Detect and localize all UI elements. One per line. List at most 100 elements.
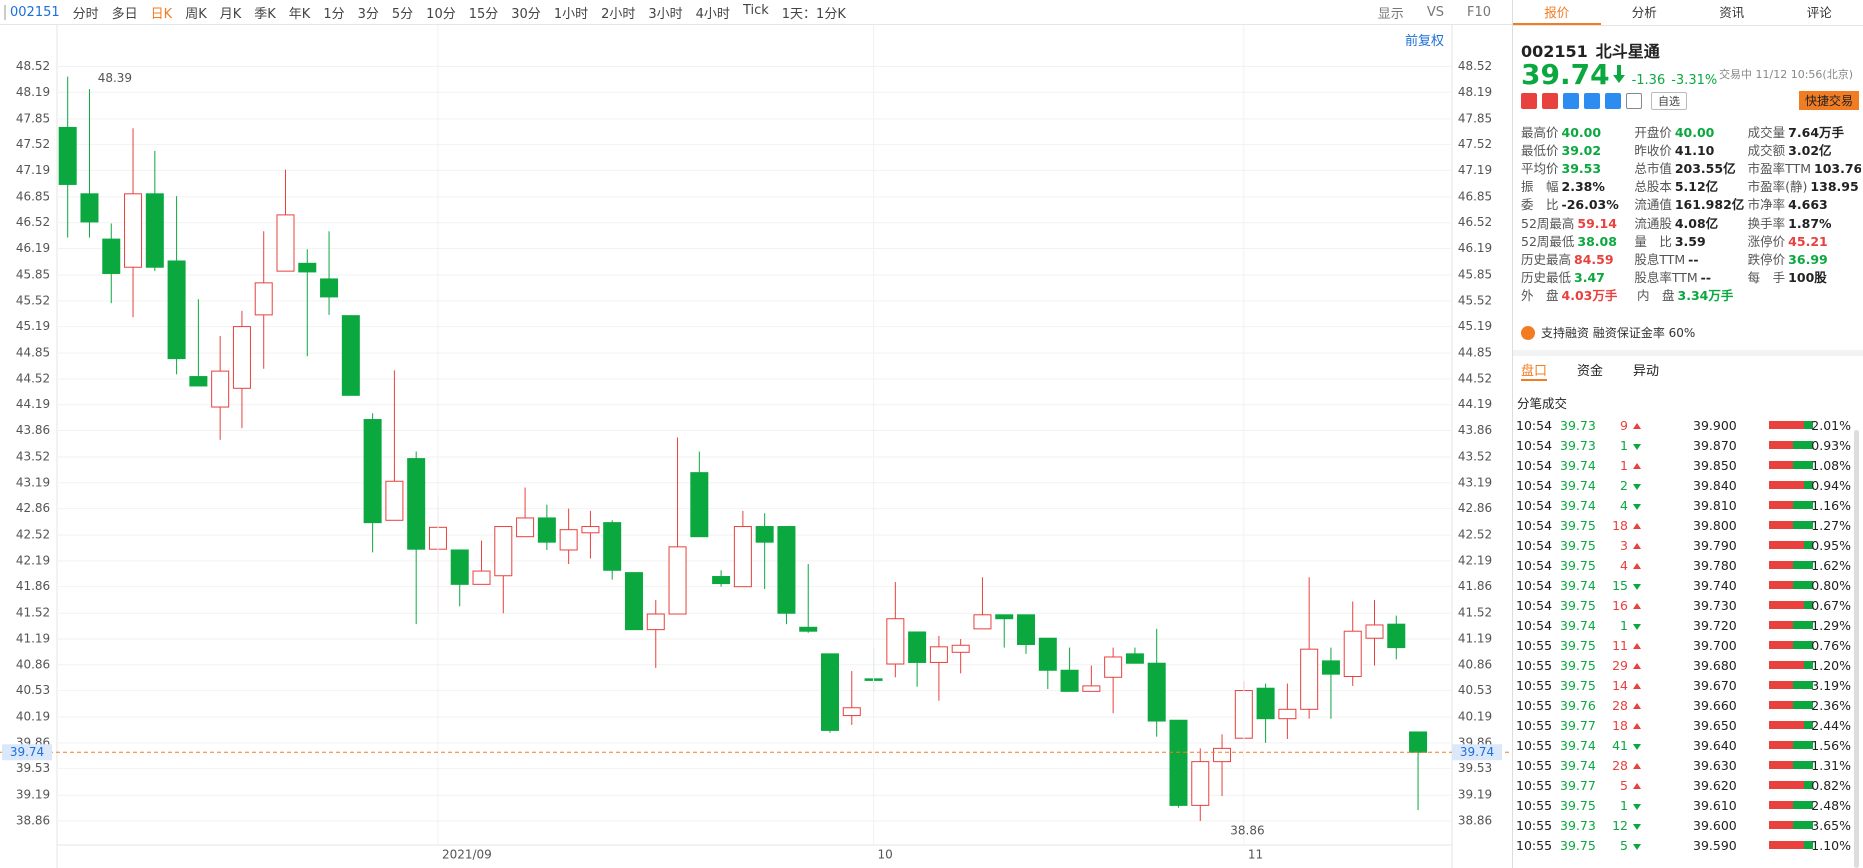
trade-direction — [1633, 523, 1641, 529]
sub-tab[interactable]: 盘口 — [1521, 360, 1548, 381]
period-tab[interactable]: 月K — [219, 6, 242, 22]
trade-direction — [1633, 603, 1641, 609]
period-tab[interactable]: 分时 — [72, 6, 99, 22]
candle-body — [407, 458, 426, 550]
y2-tick-label: 41.52 — [1458, 606, 1492, 620]
trade-bar-buy — [1769, 461, 1794, 469]
trade-price: 39.73 — [1560, 418, 1596, 433]
stats-cell: 最高价 40.00 — [1521, 122, 1634, 141]
trade-volume: 1 — [1620, 458, 1628, 473]
side-panel: 报价 分析 资讯 评论 002151 北斗星通 39.74 -1.36 -3.31% 交… — [1512, 0, 1863, 868]
trade-price: 39.75 — [1560, 598, 1596, 613]
candle-body — [1300, 648, 1319, 710]
trade-bid: 39.650 — [1693, 718, 1737, 733]
quick-trade-button[interactable]: 快捷交易 — [1798, 91, 1859, 110]
period-tab[interactable]: 4小时 — [695, 6, 730, 22]
period-tab[interactable]: 2小时 — [601, 6, 636, 22]
candle-body — [842, 707, 861, 717]
stats-cell: 历史最低 3.47 — [1521, 267, 1634, 286]
trade-time: 10:55 — [1516, 698, 1553, 713]
stat-value: 161.982亿 — [1674, 197, 1745, 213]
candle-body — [124, 193, 143, 268]
panel-tab[interactable]: 评论 — [1806, 5, 1832, 20]
trade-bar-buy — [1769, 441, 1794, 449]
last-price-label: 39.74 — [1460, 745, 1494, 759]
period-tab[interactable]: 10分 — [426, 6, 456, 22]
trade-pct: 2.01% — [1811, 418, 1851, 433]
icon[interactable] — [1563, 93, 1579, 109]
stat-label: 历史最低 — [1521, 270, 1572, 286]
period-tab[interactable]: 多日 — [111, 6, 138, 22]
scrollbar[interactable] — [1854, 430, 1859, 868]
y-tick-label: 45.85 — [16, 268, 50, 282]
stat-value: 2.38% — [1561, 179, 1605, 195]
panel-tab[interactable]: 分析 — [1631, 5, 1657, 20]
stat-value: 1.87% — [1788, 215, 1832, 231]
period-tab[interactable]: 周K — [185, 6, 207, 22]
display-button[interactable]: 显示 — [1377, 7, 1404, 22]
y-tick-label: 48.52 — [16, 59, 50, 73]
period-tab[interactable]: 日K — [150, 6, 173, 22]
period-tab[interactable]: 15分 — [468, 6, 499, 22]
trade-volume: 18 — [1612, 518, 1628, 533]
stats-cell: 52周最低 38.08 — [1521, 231, 1634, 250]
y2-tick-label: 46.52 — [1458, 215, 1492, 229]
stock-name: 北斗星通 — [1595, 42, 1660, 61]
trade-direction — [1633, 763, 1641, 769]
trade-time: 10:55 — [1516, 718, 1553, 733]
candle-body — [1017, 614, 1036, 645]
trade-bid: 39.790 — [1693, 538, 1737, 553]
icon[interactable] — [1521, 93, 1537, 109]
trade-price: 39.75 — [1560, 658, 1596, 673]
low-label: 38.86 — [1230, 824, 1264, 838]
sub-tab[interactable]: 异动 — [1633, 364, 1660, 379]
stat-value: 4.08亿 — [1674, 215, 1719, 231]
period-tab[interactable]: Tick — [742, 2, 769, 18]
y2-tick-label: 48.52 — [1458, 59, 1492, 73]
adjust-button[interactable]: 前复权 — [1405, 34, 1445, 49]
y2-tick-label: 45.85 — [1458, 268, 1492, 282]
stat-label: 换手率 — [1747, 215, 1786, 231]
trade-time: 10:55 — [1516, 678, 1553, 693]
y2-tick-label: 47.52 — [1458, 137, 1492, 151]
period-tab[interactable]: 3分 — [357, 6, 379, 22]
trade-bar-buy — [1769, 761, 1794, 769]
y-tick-label: 40.86 — [16, 657, 50, 671]
panel-tab[interactable]: 报价 — [1513, 0, 1601, 25]
y-tick-label: 38.86 — [16, 814, 50, 828]
period-tab[interactable]: 3小时 — [648, 6, 683, 22]
period-tab[interactable]: 1小时 — [553, 6, 589, 22]
period-tab[interactable]: 30分 — [511, 6, 541, 22]
period-tab[interactable]: 年K — [288, 6, 311, 22]
sub-tab[interactable]: 资金 — [1577, 364, 1604, 379]
candle-body — [276, 214, 295, 272]
stats-cell: 52周最高 59.14 — [1521, 213, 1634, 232]
period-tab[interactable]: 5分 — [391, 6, 414, 22]
period-tab[interactable]: 季K — [254, 6, 276, 22]
trade-volume: 28 — [1612, 698, 1628, 713]
icon[interactable] — [1605, 93, 1621, 109]
trades-title: 分笔成交 — [1517, 396, 1568, 411]
candle-body — [494, 526, 513, 577]
f10-button[interactable]: F10 — [1466, 5, 1491, 20]
trade-time: 10:54 — [1516, 458, 1553, 473]
stats-cell: 每 手 100股 — [1748, 267, 1861, 286]
candle-body — [1147, 662, 1166, 722]
panel-tab[interactable]: 资讯 — [1719, 5, 1745, 20]
icon[interactable] — [1626, 93, 1642, 109]
icon[interactable] — [1542, 93, 1558, 109]
y-tick-label: 40.53 — [16, 683, 50, 697]
vs-button[interactable]: VS — [1426, 5, 1444, 20]
candle-body — [733, 526, 752, 588]
period-tab[interactable]: 1天：1分K — [781, 6, 846, 22]
icon[interactable] — [1584, 93, 1600, 109]
stats-cell: 历史最高 84.59 — [1521, 249, 1634, 268]
favorite-button[interactable]: 自选 — [1651, 92, 1687, 110]
trade-bid: 39.700 — [1693, 638, 1737, 653]
stock-code[interactable]: 002151 — [4, 4, 60, 20]
trade-bar-buy — [1769, 421, 1805, 429]
trade-direction — [1633, 624, 1641, 630]
period-tab[interactable]: 1分 — [323, 6, 345, 22]
trade-row: 10:55 39.74 28 39.630 1.31% — [1513, 756, 1853, 776]
trade-bar-buy — [1769, 481, 1805, 489]
